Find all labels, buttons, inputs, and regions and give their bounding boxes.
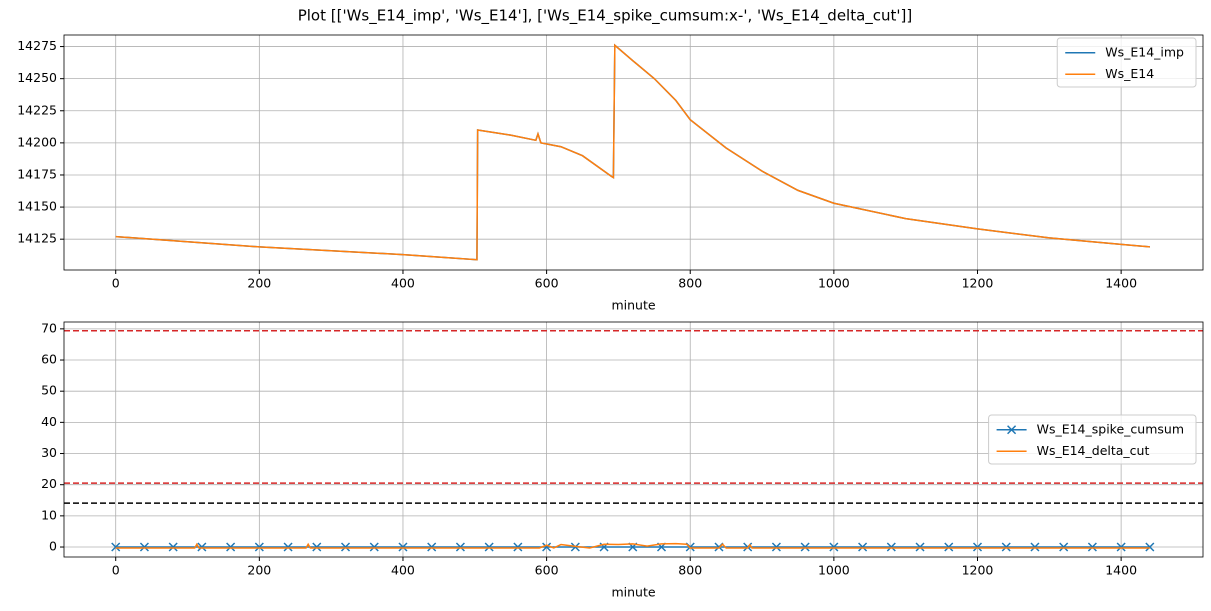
x-tick-label: 600 xyxy=(535,276,559,291)
x-tick-label: 0 xyxy=(112,276,120,291)
series-marker xyxy=(1116,542,1126,552)
axes-frame xyxy=(63,321,1204,558)
y-tick-label: 0 xyxy=(49,539,57,554)
legend-label: Ws_E14_imp xyxy=(1105,44,1184,59)
series-line xyxy=(115,542,1150,549)
series-marker xyxy=(197,542,207,552)
series-marker xyxy=(513,542,523,552)
x-tick-label: 200 xyxy=(247,563,271,578)
series-marker xyxy=(139,542,149,552)
y-tick-label: 14225 xyxy=(17,102,57,117)
figure-title: Plot [['Ws_E14_imp', 'Ws_E14'], ['Ws_E14… xyxy=(298,7,913,26)
series-marker xyxy=(226,542,236,552)
y-tick-label: 50 xyxy=(41,383,57,398)
y-tick-label: 14250 xyxy=(17,70,57,85)
legend-label: Ws_E14_delta_cut xyxy=(1037,443,1150,458)
y-tick-label: 14275 xyxy=(17,38,57,53)
y-tick-label: 30 xyxy=(41,445,57,460)
legend-label: Ws_E14_spike_cumsum xyxy=(1037,421,1184,436)
y-tick-label: 14200 xyxy=(17,134,57,149)
y-tick-label: 14125 xyxy=(17,231,57,246)
y-tick-label: 14150 xyxy=(17,199,57,214)
series-line xyxy=(115,43,1150,261)
series-marker xyxy=(1030,542,1040,552)
series-marker xyxy=(829,542,839,552)
y-tick-label: 40 xyxy=(41,414,57,429)
series-marker xyxy=(455,542,465,552)
series-marker xyxy=(1145,542,1155,552)
x-tick-label: 600 xyxy=(535,563,559,578)
legend-box xyxy=(988,414,1197,465)
series-marker xyxy=(886,542,896,552)
series-marker xyxy=(484,542,494,552)
x-tick-label: 1200 xyxy=(962,276,994,291)
series-marker xyxy=(312,542,322,552)
x-tick-label: 1400 xyxy=(1105,563,1137,578)
series-marker xyxy=(542,542,552,552)
y-tick-label: 10 xyxy=(41,507,57,522)
x-axis-label: minute xyxy=(611,585,655,600)
series-marker xyxy=(340,542,351,552)
x-axis-label: minute xyxy=(611,298,655,313)
series-marker xyxy=(858,542,868,552)
x-tick-label: 400 xyxy=(391,276,415,291)
series-marker xyxy=(111,542,121,552)
y-tick-label: 60 xyxy=(41,352,57,367)
x-tick-label: 1200 xyxy=(962,563,994,578)
series-marker xyxy=(944,542,954,552)
x-tick-label: 800 xyxy=(678,563,702,578)
series-marker xyxy=(398,542,408,552)
series-marker xyxy=(427,542,437,552)
series-marker xyxy=(283,542,293,552)
y-tick-label: 14175 xyxy=(17,166,57,181)
x-tick-label: 0 xyxy=(112,563,120,578)
series-marker xyxy=(915,542,925,552)
y-tick-label: 20 xyxy=(41,476,57,491)
series-marker xyxy=(369,542,379,552)
series-marker xyxy=(254,542,264,552)
series-marker xyxy=(771,542,781,552)
axes-frame xyxy=(63,34,1204,271)
y-tick-label: 70 xyxy=(41,320,57,335)
x-tick-label: 800 xyxy=(678,276,702,291)
series-marker xyxy=(1059,542,1069,552)
x-tick-label: 400 xyxy=(391,563,415,578)
series-marker xyxy=(1001,542,1011,552)
x-tick-label: 1000 xyxy=(818,563,850,578)
series-line xyxy=(115,43,1150,261)
x-tick-label: 1400 xyxy=(1105,276,1137,291)
series-marker xyxy=(972,542,983,552)
series-marker xyxy=(1087,542,1097,552)
series-marker xyxy=(800,542,810,552)
x-tick-label: 1000 xyxy=(818,276,850,291)
series-marker xyxy=(168,542,178,552)
legend-label: Ws_E14 xyxy=(1105,66,1154,81)
legend-marker xyxy=(1007,425,1017,435)
x-tick-label: 200 xyxy=(247,276,271,291)
